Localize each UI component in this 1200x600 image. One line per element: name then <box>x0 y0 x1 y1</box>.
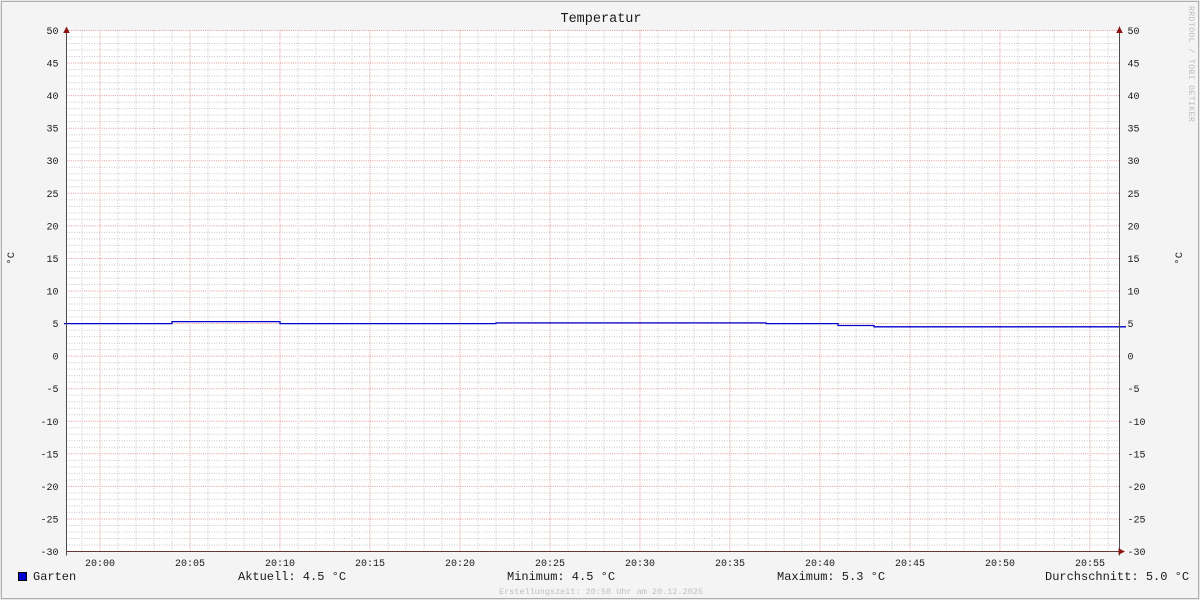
svg-text:20:45: 20:45 <box>895 559 925 570</box>
svg-text:10: 10 <box>46 288 58 299</box>
svg-text:20:15: 20:15 <box>355 559 385 570</box>
svg-text:30: 30 <box>1128 157 1140 168</box>
svg-text:0: 0 <box>1128 353 1134 364</box>
svg-text:-5: -5 <box>46 385 58 396</box>
svg-text:35: 35 <box>46 125 58 136</box>
svg-text:20: 20 <box>1128 222 1140 233</box>
svg-text:40: 40 <box>1128 92 1140 103</box>
svg-text:30: 30 <box>46 157 58 168</box>
svg-text:15: 15 <box>46 255 58 266</box>
svg-text:-20: -20 <box>1128 483 1146 494</box>
svg-text:-15: -15 <box>40 450 58 461</box>
svg-text:20:25: 20:25 <box>535 559 565 570</box>
svg-text:25: 25 <box>1128 190 1140 201</box>
svg-text:-25: -25 <box>40 515 58 526</box>
svg-text:20:50: 20:50 <box>985 559 1015 570</box>
svg-text:-30: -30 <box>40 548 58 559</box>
svg-text:45: 45 <box>46 60 58 71</box>
svg-text:20: 20 <box>46 222 58 233</box>
svg-text:20:55: 20:55 <box>1075 559 1105 570</box>
svg-text:-25: -25 <box>1128 515 1146 526</box>
svg-text:45: 45 <box>1128 60 1140 71</box>
svg-text:20:40: 20:40 <box>805 559 835 570</box>
svg-text:20:35: 20:35 <box>715 559 745 570</box>
svg-text:50: 50 <box>46 27 58 38</box>
svg-text:20:20: 20:20 <box>445 559 475 570</box>
svg-text:20:00: 20:00 <box>85 559 115 570</box>
svg-text:-10: -10 <box>40 418 58 429</box>
svg-text:20:30: 20:30 <box>625 559 655 570</box>
svg-text:50: 50 <box>1128 27 1140 38</box>
svg-text:-10: -10 <box>1128 418 1146 429</box>
svg-text:20:10: 20:10 <box>265 559 295 570</box>
svg-text:20:05: 20:05 <box>175 559 205 570</box>
svg-text:-30: -30 <box>1128 548 1146 559</box>
svg-text:40: 40 <box>46 92 58 103</box>
svg-text:35: 35 <box>1128 125 1140 136</box>
svg-text:25: 25 <box>46 190 58 201</box>
svg-text:-20: -20 <box>40 483 58 494</box>
svg-text:5: 5 <box>52 320 58 331</box>
svg-text:0: 0 <box>52 353 58 364</box>
svg-text:-15: -15 <box>1128 450 1146 461</box>
svg-text:15: 15 <box>1128 255 1140 266</box>
svg-text:5: 5 <box>1128 320 1134 331</box>
svg-text:-5: -5 <box>1128 385 1140 396</box>
svg-text:10: 10 <box>1128 288 1140 299</box>
